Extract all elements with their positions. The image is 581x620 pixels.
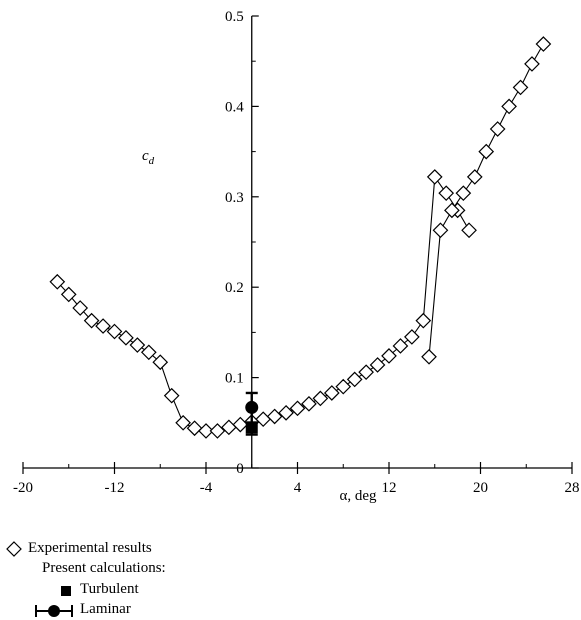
data-point-diamond — [415, 312, 432, 329]
data-point-diamond — [489, 121, 506, 137]
y-axis-label: cd — [142, 148, 155, 167]
legend-square-icon — [61, 586, 71, 596]
data-point-diamond — [186, 420, 203, 437]
data-point-diamond — [501, 98, 517, 115]
data-point-diamond — [49, 273, 66, 290]
data-point-diamond — [163, 387, 180, 404]
data-point-diamond — [381, 348, 397, 364]
data-point-diamond — [323, 385, 340, 401]
legend-turbulent-label: Turbulent — [80, 581, 139, 597]
data-point-diamond — [198, 423, 214, 439]
data-point-diamond — [535, 36, 552, 52]
series-line-0 — [56, 175, 470, 432]
legend-laminar-label: Laminar — [80, 601, 131, 617]
data-point-diamond — [60, 286, 77, 303]
y-tick-label: 0.1 — [225, 371, 244, 387]
data-point-diamond — [444, 202, 460, 219]
data-point-diamond — [466, 169, 483, 185]
y-axis-label-subscript: d — [149, 155, 155, 167]
legend-experimental-label: Experimental results — [28, 540, 152, 556]
x-axis-label: α, deg — [339, 488, 377, 504]
data-point-diamond — [392, 338, 409, 354]
data-point-diamond — [152, 354, 169, 371]
data-point-diamond — [106, 323, 123, 340]
data-point-diamond — [335, 378, 352, 395]
series-lines — [56, 43, 544, 432]
y-tick-label: 0.3 — [225, 190, 244, 206]
data-point-diamond — [266, 408, 283, 425]
data-point-diamond — [209, 423, 226, 439]
data-point-diamond — [455, 185, 472, 202]
data-point-diamond — [404, 329, 420, 345]
data-point-diamond — [461, 222, 477, 239]
data-point-diamond — [278, 405, 294, 421]
data-point-diamond — [346, 371, 363, 388]
data-point-diamond — [438, 185, 455, 202]
chart: -20 -12 -4 4 12 20 28 0 0.1 0.2 0.3 0.4 0.5 cd α, de… — [13, 9, 580, 504]
data-point-diamond — [95, 318, 111, 334]
y-tick-label: 0.2 — [225, 280, 244, 296]
data-point-diamond — [175, 414, 191, 431]
data-point-diamond — [232, 416, 249, 433]
data-point-diamond — [358, 364, 374, 381]
x-tick-label: -20 — [13, 480, 33, 496]
data-point-diamond — [512, 79, 529, 96]
data-point-laminar — [245, 400, 259, 414]
data-point-diamond — [118, 329, 134, 346]
legend: Experimental results Present calculation… — [0, 540, 300, 620]
x-tick-label: -4 — [200, 480, 213, 496]
data-point-diamond — [421, 348, 437, 365]
data-point-diamond — [83, 312, 100, 329]
data-point-diamond — [129, 337, 146, 353]
legend-present-label: Present calculations: — [42, 560, 166, 576]
data-point-diamond — [478, 143, 495, 160]
x-tick-label: 28 — [565, 480, 580, 496]
markers — [49, 36, 552, 439]
data-point-diamond — [140, 344, 157, 361]
x-tick-label: 12 — [382, 480, 397, 496]
data-point-diamond — [369, 357, 386, 373]
data-point-diamond — [524, 56, 540, 72]
legend-errorbar-circle-icon — [35, 605, 73, 617]
y-tick-label: 0.5 — [225, 9, 244, 25]
data-point-diamond — [426, 169, 443, 185]
y-tick-label: 0.4 — [225, 99, 244, 115]
data-point-diamond — [432, 222, 449, 239]
data-point-diamond — [72, 300, 89, 316]
data-point-diamond — [301, 395, 317, 412]
x-tick-label: 20 — [473, 480, 488, 496]
data-point-diamond — [289, 400, 306, 417]
legend-diamond-icon — [6, 541, 22, 557]
x-tick-label: 4 — [294, 480, 302, 496]
x-tick-label: -12 — [105, 480, 125, 496]
data-point-diamond — [312, 390, 329, 407]
y-tick-label: 0 — [236, 461, 244, 477]
data-point-diamond — [255, 411, 272, 428]
axes: -20 -12 -4 4 12 20 28 0 0.1 0.2 0.3 0.4 0.5 — [13, 9, 580, 496]
